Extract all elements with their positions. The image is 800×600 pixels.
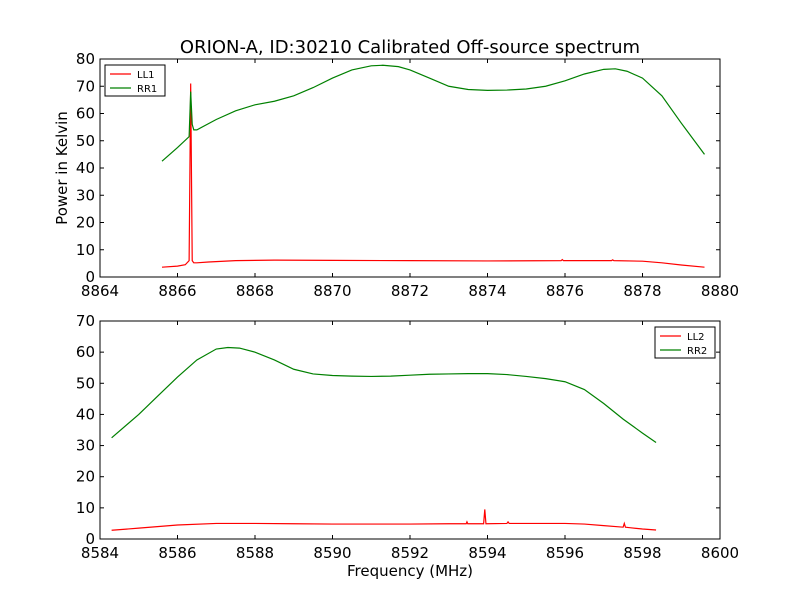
x-tick-label: 8586 bbox=[158, 544, 196, 562]
x-tick-label: 8600 bbox=[701, 544, 739, 562]
legend-label-ll1: LL1 bbox=[137, 70, 155, 81]
x-tick-label: 8878 bbox=[623, 282, 661, 300]
y-axis-label: Power in Kelvin bbox=[53, 111, 71, 225]
y-tick-label: 50 bbox=[76, 374, 95, 392]
y-tick-label: 0 bbox=[85, 530, 95, 548]
series-line-rr1 bbox=[161, 64, 705, 162]
x-tick-label: 8872 bbox=[391, 282, 429, 300]
x-axis-label: Frequency (MHz) bbox=[347, 562, 473, 580]
y-tick-label: 50 bbox=[76, 132, 95, 150]
x-tick-label: 8870 bbox=[313, 282, 351, 300]
y-tick-label: 10 bbox=[76, 499, 95, 517]
legend-label-ll2: LL2 bbox=[687, 332, 705, 343]
x-tick-label: 8880 bbox=[701, 282, 739, 300]
x-tick-label: 8864 bbox=[81, 282, 119, 300]
y-tick-label: 30 bbox=[76, 437, 95, 455]
x-tick-label: 8866 bbox=[158, 282, 196, 300]
y-tick-label: 20 bbox=[76, 214, 95, 232]
x-tick-label: 8868 bbox=[236, 282, 274, 300]
x-tick-label: 8594 bbox=[468, 544, 506, 562]
x-tick-label: 8874 bbox=[468, 282, 506, 300]
y-tick-label: 70 bbox=[76, 312, 95, 330]
x-tick-label: 8590 bbox=[313, 544, 351, 562]
legend-box bbox=[104, 64, 166, 97]
y-tick-label: 20 bbox=[76, 468, 95, 486]
y-tick-label: 0 bbox=[85, 268, 95, 286]
legend-label-rr1: RR1 bbox=[137, 84, 157, 95]
x-tick-label: 8592 bbox=[391, 544, 429, 562]
series-line-rr2 bbox=[111, 346, 657, 443]
y-tick-label: 10 bbox=[76, 241, 95, 259]
y-tick-label: 40 bbox=[76, 405, 95, 423]
x-tick-label: 8598 bbox=[623, 544, 661, 562]
y-tick-label: 70 bbox=[76, 77, 95, 95]
y-tick-label: 40 bbox=[76, 159, 95, 177]
plot-panel-2: 8584 8586 8588 8590 8592 8594 8596 8598 8600 0 10 2… bbox=[76, 312, 739, 580]
y-tick-label: 80 bbox=[76, 50, 95, 68]
legend-label-rr2: RR2 bbox=[687, 346, 707, 357]
y-tick-label: 60 bbox=[76, 343, 95, 361]
series-line-ll2 bbox=[111, 509, 657, 531]
x-tick-label: 8584 bbox=[81, 544, 119, 562]
y-tick-label: 30 bbox=[76, 186, 95, 204]
x-tick-label: 8876 bbox=[546, 282, 584, 300]
chart-title: ORION-A, ID:30210 Calibrated Off-source … bbox=[180, 37, 640, 58]
legend-box bbox=[654, 326, 716, 359]
plot-panel-1: 8864 8866 8868 8870 8872 8874 8876 8878 8880 0 10 2… bbox=[53, 50, 739, 300]
y-tick-label: 60 bbox=[76, 105, 95, 123]
x-tick-label: 8588 bbox=[236, 544, 274, 562]
x-tick-label: 8596 bbox=[546, 544, 584, 562]
